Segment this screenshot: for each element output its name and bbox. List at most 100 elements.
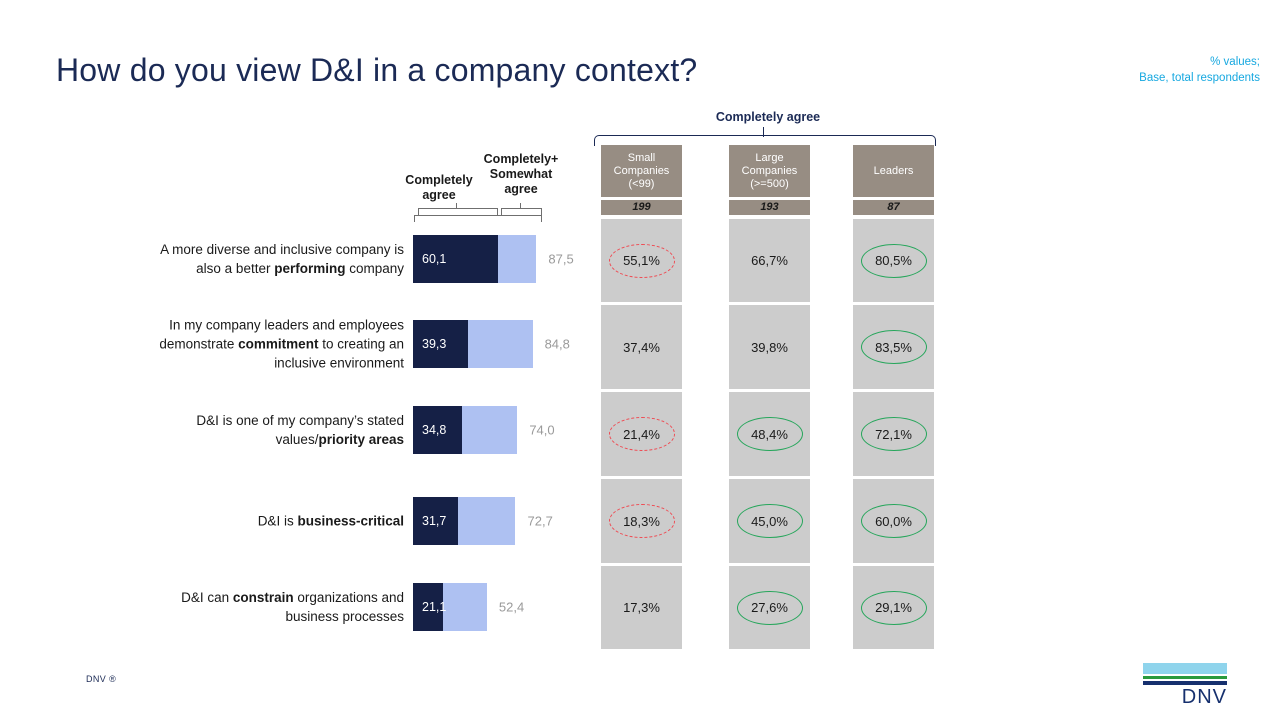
bar-segment-somewhat <box>468 320 533 368</box>
bar-row: A more diverse and inclusive company is a… <box>0 230 600 288</box>
table-cell[interactable]: 27,6% <box>729 566 810 649</box>
table-column-header-line: Companies <box>613 164 670 177</box>
table-cell[interactable]: 66,7% <box>729 219 810 302</box>
bar-row-label: D&I is one of my company’s stated values/… <box>196 413 404 447</box>
highlight-oval-green <box>860 417 927 451</box>
logo-band-navy <box>1143 681 1227 685</box>
bar-row: D&I is one of my company’s stated values/… <box>0 401 600 459</box>
table-column-header-line: Large <box>755 151 784 164</box>
highlight-oval-green <box>860 504 927 538</box>
bar-row: In my company leaders and employees demon… <box>0 315 600 373</box>
highlight-oval-red <box>608 243 675 278</box>
bar-segment-somewhat <box>442 583 487 631</box>
table-cell-value: 60,0% <box>875 513 912 529</box>
table-cell[interactable]: 21,4% <box>601 392 682 476</box>
table-cell-value: 27,6% <box>751 600 788 615</box>
table-group-bracket-tick <box>763 127 765 137</box>
base-note-line-2: Base, total respondents <box>1139 72 1260 84</box>
table-cell[interactable]: 60,0% <box>853 479 934 563</box>
table-column-header[interactable]: Small Companies (<99) <box>601 145 682 197</box>
bar-value-total: 84,8 <box>544 336 570 352</box>
table-cell[interactable]: 37,4% <box>601 305 682 389</box>
bar-segment-completely: 60,1 <box>413 235 498 283</box>
bar-segment-completely: 31,7 <box>413 497 458 545</box>
footer-copyright: DNV ® <box>86 674 117 684</box>
bar-row-label: D&I can constrain organizations and busin… <box>181 590 404 624</box>
dnv-logo: DNV <box>1143 663 1227 708</box>
table-cell-value: 39,8% <box>751 339 788 355</box>
table-cell-value: 17,3% <box>623 600 660 615</box>
legend-combined-line1: Completely+ <box>483 152 559 166</box>
bar-value-completely: 60,1 <box>422 252 447 266</box>
table-cell[interactable]: 18,3% <box>601 479 682 563</box>
table-column-base-count: 193 <box>729 200 810 215</box>
table-column-base-count: 199 <box>601 200 682 215</box>
bar-segment-somewhat <box>457 497 516 545</box>
table-cell-value: 83,5% <box>875 339 912 355</box>
table-cell-value: 45,0% <box>751 513 788 529</box>
base-note-line-1: % values; <box>1210 56 1260 68</box>
bar-value-total: 87,5 <box>548 251 574 267</box>
bar-group: 21,1 <box>413 583 487 631</box>
table-cell-value: 21,4% <box>623 426 660 442</box>
table-cell[interactable]: 17,3% <box>601 566 682 649</box>
bar-group: 60,1 <box>413 235 537 283</box>
bar-group: 31,7 <box>413 497 516 545</box>
table-cell-value: 18,3% <box>623 513 660 529</box>
bar-group: 39,3 <box>413 320 533 368</box>
legend-bracket-outer <box>414 215 542 222</box>
legend-combined-line3: agree <box>504 182 538 196</box>
bar-value-completely: 34,8 <box>422 423 447 437</box>
bar-value-total: 74,0 <box>529 422 555 438</box>
bar-row: D&I is business-critical 31,7 72,7 <box>0 492 600 550</box>
bar-row: D&I can constrain organizations and busin… <box>0 578 600 636</box>
highlight-oval-green <box>860 590 927 625</box>
table-cell[interactable]: 80,5% <box>853 219 934 302</box>
table-column-header[interactable]: Leaders <box>853 145 934 197</box>
legend-tick-combined <box>520 203 521 208</box>
bar-value-total: 52,4 <box>498 599 525 615</box>
bar-segment-completely: 21,1 <box>413 583 447 631</box>
highlight-oval-green <box>860 330 927 364</box>
legend-combined-line2: Somewhat <box>489 167 553 181</box>
table-column-header-line: Leaders <box>873 164 914 177</box>
table-column-base-count: 87 <box>853 200 934 215</box>
table-cell[interactable]: 29,1% <box>853 566 934 649</box>
highlight-oval-red <box>608 417 675 451</box>
highlight-oval-green <box>736 590 803 625</box>
bar-value-total: 72,7 <box>527 513 553 529</box>
table-cell-value: 55,1% <box>623 253 660 268</box>
bar-row-label: D&I is business-critical <box>257 513 404 529</box>
table-cell[interactable]: 45,0% <box>729 479 810 563</box>
table-cell-value: 37,4% <box>623 339 660 355</box>
bar-value-completely: 21,1 <box>422 600 447 614</box>
table-cell-value: 72,1% <box>875 426 912 442</box>
table-cell[interactable]: 39,8% <box>729 305 810 389</box>
table-group-title: Completely agree <box>715 110 821 124</box>
logo-wordmark: DNV <box>1181 686 1227 708</box>
table-column-header-line: (<99) <box>628 177 655 190</box>
table-cell[interactable]: 55,1% <box>601 219 682 302</box>
table-cell-value: 80,5% <box>875 253 912 268</box>
bar-chart-area: Completely agree Completely+ Somewhat ag… <box>0 0 600 720</box>
table-column-header[interactable]: Large Companies (>=500) <box>729 145 810 197</box>
legend-completely-somewhat-agree: Completely+ Somewhat agree <box>475 152 567 197</box>
table-cell-value: 66,7% <box>751 253 788 268</box>
legend-completely-agree: Completely agree <box>393 173 485 203</box>
legend-tick-completely <box>456 203 457 208</box>
bar-group: 34,8 <box>413 406 518 454</box>
table-cell[interactable]: 48,4% <box>729 392 810 476</box>
bar-segment-somewhat <box>497 235 537 283</box>
highlight-oval-green <box>860 243 927 278</box>
table-cell[interactable]: 83,5% <box>853 305 934 389</box>
table-cell[interactable]: 72,1% <box>853 392 934 476</box>
bar-segment-somewhat <box>462 406 518 454</box>
table-cell-value: 48,4% <box>751 426 788 442</box>
highlight-oval-red <box>608 504 675 538</box>
logo-band-green <box>1143 676 1227 679</box>
bar-row-label: A more diverse and inclusive company is a… <box>160 242 404 276</box>
bar-segment-completely: 39,3 <box>413 320 469 368</box>
table-column-header-line: Small <box>627 151 656 164</box>
table-group-bracket <box>594 135 936 146</box>
